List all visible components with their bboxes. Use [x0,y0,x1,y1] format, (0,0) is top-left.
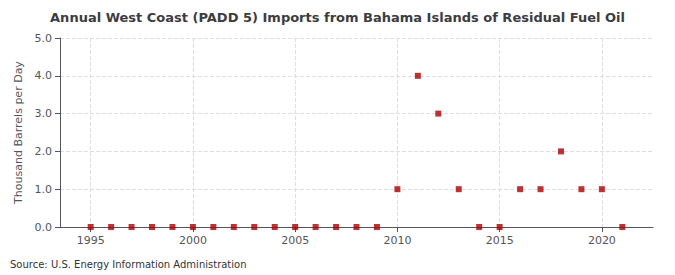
svg-text:2.0: 2.0 [35,145,53,158]
svg-text:2010: 2010 [383,234,411,247]
svg-text:0.0: 0.0 [35,221,53,234]
svg-text:3.0: 3.0 [35,107,53,120]
svg-text:5.0: 5.0 [35,32,53,45]
svg-text:2020: 2020 [588,234,616,247]
svg-text:2005: 2005 [281,234,309,247]
svg-text:2000: 2000 [179,234,207,247]
svg-text:4.0: 4.0 [35,69,53,82]
svg-text:Source: U.S. Energy Informatio: Source: U.S. Energy Information Administ… [10,259,247,270]
svg-text:Thousand Barrels per Day: Thousand Barrels per Day [12,61,25,205]
svg-text:1995: 1995 [77,234,105,247]
svg-text:Annual West Coast (PADD 5) Imp: Annual West Coast (PADD 5) Imports from … [50,10,625,25]
svg-text:2015: 2015 [486,234,514,247]
svg-text:1.0: 1.0 [35,183,53,196]
